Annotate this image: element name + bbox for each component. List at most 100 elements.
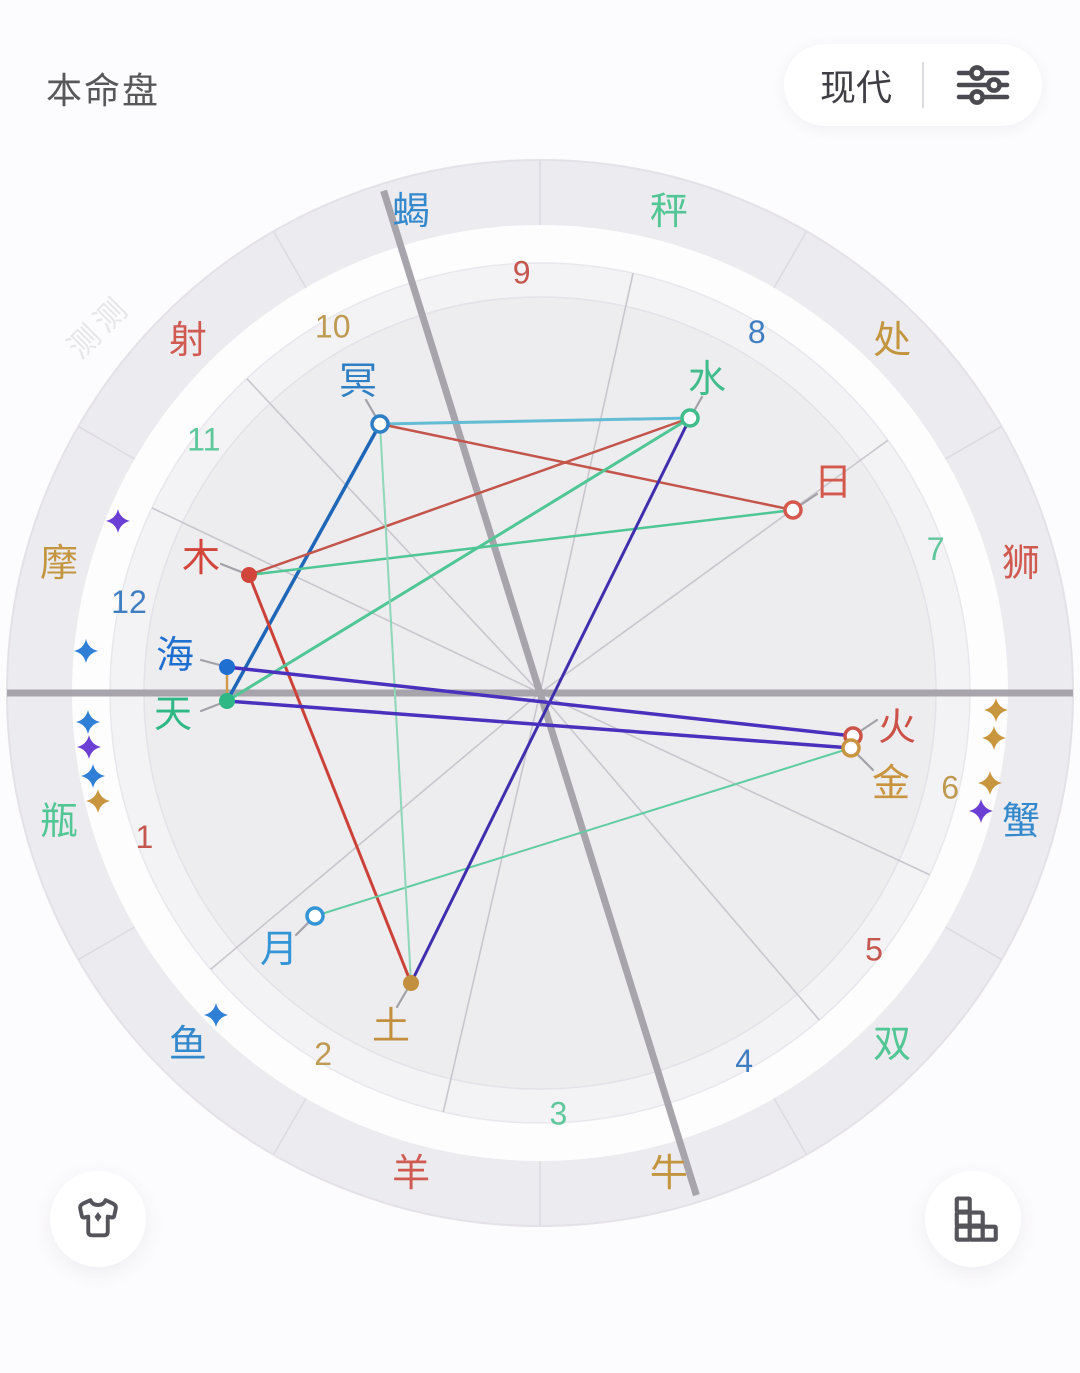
- aspect-lines: [225, 416, 854, 984]
- aspect-line-mercury-uranus: [226, 416, 691, 703]
- sign-label-gemini: 双: [873, 1024, 911, 1066]
- blocks-icon: [947, 1192, 999, 1247]
- sign-divider: [272, 231, 307, 289]
- sign-label-taurus: 牛: [650, 1153, 688, 1195]
- sparkle-icon: [74, 639, 98, 663]
- sparkle-icon: [77, 735, 101, 759]
- mode-pill[interactable]: 现代: [783, 44, 1042, 126]
- sign-label-cancer: 蟹: [1002, 801, 1040, 843]
- house-cusp-line: [210, 692, 541, 971]
- house-number-2: 2: [314, 1036, 332, 1072]
- house-cusp-line: [539, 692, 820, 1021]
- aspect-line-sun-jupiter: [248, 508, 794, 577]
- planet-dot-venus[interactable]: [841, 738, 861, 758]
- planet-dot-pluto[interactable]: [370, 414, 390, 434]
- planet-label-pluto: 冥: [339, 361, 377, 403]
- sparkle-icon: [969, 799, 993, 823]
- planet-label-mercury: 水: [688, 359, 726, 401]
- aspect-line-uranus-venus: [226, 699, 852, 750]
- sparkle-icon: [86, 789, 110, 813]
- mode-selector[interactable]: 现代: [819, 67, 892, 108]
- house-cusps: [151, 273, 931, 1113]
- sparkle-icon: [982, 726, 1006, 750]
- sparkle-icon: [984, 698, 1008, 722]
- sign-label-libra: 秤: [650, 191, 688, 233]
- sign-label-scorpio: 蝎: [392, 191, 430, 233]
- tshirt-icon: [72, 1192, 124, 1247]
- planet-label-mars: 火: [878, 707, 916, 749]
- sign-divider: [944, 425, 1002, 460]
- planet-dot-saturn[interactable]: [403, 975, 419, 991]
- planet-dot-sun[interactable]: [783, 500, 803, 520]
- sign-label-aries: 羊: [392, 1153, 430, 1195]
- house-number-7: 7: [927, 531, 945, 567]
- house-cusp-line: [442, 692, 541, 1113]
- outfit-button[interactable]: [50, 1171, 146, 1267]
- planet-label-venus: 金: [872, 763, 910, 805]
- house-number-3: 3: [549, 1096, 567, 1132]
- sparkle-icon: [204, 1003, 228, 1027]
- planet-label-jupiter: 木: [182, 538, 220, 580]
- house-cusp-line: [539, 273, 634, 694]
- house-cusp-line: [539, 439, 889, 694]
- planet-label-moon: 月: [260, 929, 298, 971]
- sign-label-virgo: 处: [873, 320, 911, 362]
- sign-divider: [78, 926, 136, 961]
- house-number-11: 11: [187, 422, 220, 458]
- house-number-8: 8: [748, 314, 766, 350]
- pill-divider: [922, 62, 924, 108]
- planet-dot-moon[interactable]: [305, 906, 325, 926]
- mc-ic-axis: [380, 189, 700, 1197]
- aspect-line-neptune-mars: [226, 665, 854, 738]
- sparkle-icon: [978, 771, 1002, 795]
- house-number-1: 1: [135, 819, 153, 855]
- sparkles: [74, 509, 1008, 1027]
- sign-label-leo: 狮: [1002, 543, 1040, 585]
- house-number-12: 12: [111, 584, 147, 620]
- sign-label-sagittarius: 射: [169, 320, 207, 362]
- planet-label-saturn: 土: [372, 1006, 410, 1048]
- aspect-line-mercury-saturn: [409, 417, 692, 984]
- sign-label-capricorn: 摩: [40, 543, 78, 585]
- sign-divider: [773, 1097, 808, 1155]
- aspect-line-moon-venus: [314, 747, 852, 917]
- aspect-line-jupiter-saturn: [247, 574, 413, 984]
- page-title: 本命盘: [46, 70, 161, 111]
- house-cusp-line: [246, 377, 541, 694]
- house-number-10: 10: [315, 309, 351, 345]
- house-number-9: 9: [513, 254, 531, 290]
- aspect-line-mercury-jupiter: [248, 416, 691, 577]
- sparkle-icon: [106, 509, 130, 533]
- aspect-line-pluto-sun: [379, 422, 794, 512]
- settings-sliders-icon[interactable]: [954, 64, 1012, 106]
- house-number-5: 5: [865, 931, 883, 967]
- aspect-line-pluto-mercury: [379, 416, 691, 426]
- sparkle-icon: [76, 710, 100, 734]
- planet-label-neptune: 海: [156, 635, 194, 677]
- aspect-line-pluto-uranus: [225, 423, 382, 702]
- top-bar: 本命盘 现代: [0, 0, 1080, 150]
- sparkle-icon: [81, 764, 105, 788]
- planet-label-uranus: 天: [154, 694, 192, 736]
- planet-label-sun: 日: [814, 462, 852, 504]
- house-number-4: 4: [735, 1043, 753, 1079]
- aspect-line-pluto-saturn: [379, 423, 412, 984]
- house-cusp-line: [151, 507, 541, 694]
- planet-dot-mercury[interactable]: [680, 408, 700, 428]
- sign-divider: [944, 926, 1002, 961]
- planet-dot-jupiter[interactable]: [241, 567, 257, 583]
- sign-divider: [773, 231, 808, 289]
- sign-divider: [272, 1097, 307, 1155]
- house-number-6: 6: [941, 770, 959, 806]
- sign-label-pisces: 鱼: [169, 1024, 207, 1066]
- planet-dot-uranus[interactable]: [219, 693, 235, 709]
- blocks-button[interactable]: [925, 1171, 1021, 1267]
- sign-label-aquarius: 瓶: [40, 801, 78, 843]
- sign-divider: [78, 425, 136, 460]
- planet-dot-neptune[interactable]: [219, 659, 235, 675]
